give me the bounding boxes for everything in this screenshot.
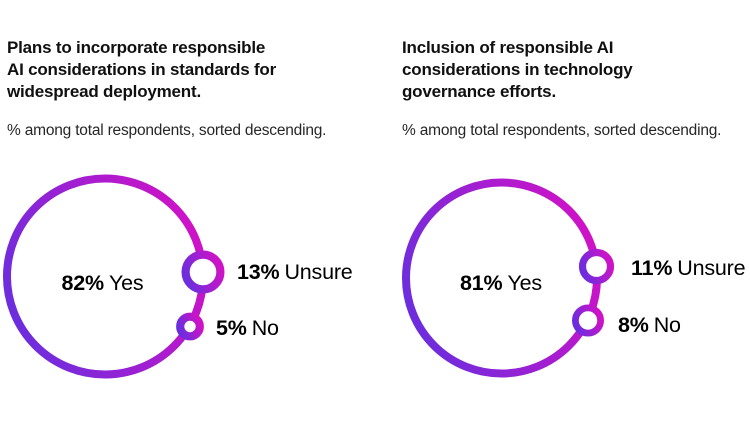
chart-title-line: AI considerations in standards for (7, 60, 277, 79)
chart-title: Inclusion of responsible AI consideratio… (402, 37, 633, 103)
bubble-yes-label: 82% Yes (62, 271, 144, 295)
bubble-chart (402, 178, 615, 378)
bubble-chart (3, 174, 225, 379)
bubble-yes-value: 82% (61, 271, 105, 295)
bubble-no-category: No (251, 316, 279, 340)
chart-title-line: considerations in technology (402, 60, 633, 79)
bubble-unsure-circle (181, 250, 225, 294)
bubble-yes-category: Yes (108, 271, 144, 295)
bubble-yes-category: Yes (507, 271, 542, 295)
chart-title-line: Plans to incorporate responsible (7, 38, 266, 57)
bubble-yes-value: 81% (460, 271, 503, 295)
bubble-no-label: 5% No (216, 316, 279, 340)
chart-subtitle: % among total respondents, sorted descen… (7, 122, 327, 139)
chart-title-line: Inclusion of responsible AI (402, 38, 614, 57)
bubble-yes-label: 81% Yes (460, 271, 542, 295)
chart-title: Plans to incorporate responsible AI cons… (7, 37, 276, 103)
bubble-unsure-label: 13% Unsure (237, 260, 353, 284)
bubble-unsure-circle (578, 248, 615, 285)
bubble-no-value: 5% (216, 316, 247, 340)
bubble-unsure-category: Unsure (284, 260, 353, 284)
chart-governance-efforts: Inclusion of responsible AI consideratio… (375, 0, 750, 422)
bubble-no-circle (571, 304, 604, 337)
bubble-unsure-value: 13% (237, 260, 280, 284)
bubble-unsure-category: Unsure (677, 256, 746, 280)
chart-subtitle: % among total respondents, sorted descen… (402, 122, 722, 139)
chart-title-line: governance efforts. (402, 82, 556, 101)
bubble-unsure-label: 11% Unsure (631, 256, 746, 280)
bubble-no-value: 8% (618, 313, 649, 337)
chart-title-line: widespread deployment. (7, 82, 201, 101)
bubble-unsure-value: 11% (631, 256, 673, 280)
bubble-no-circle (176, 312, 204, 341)
chart-standards-deployment: Plans to incorporate responsible AI cons… (3, 37, 353, 379)
bubble-no-category: No (653, 313, 681, 337)
bubble-no-label: 8% No (618, 313, 681, 337)
